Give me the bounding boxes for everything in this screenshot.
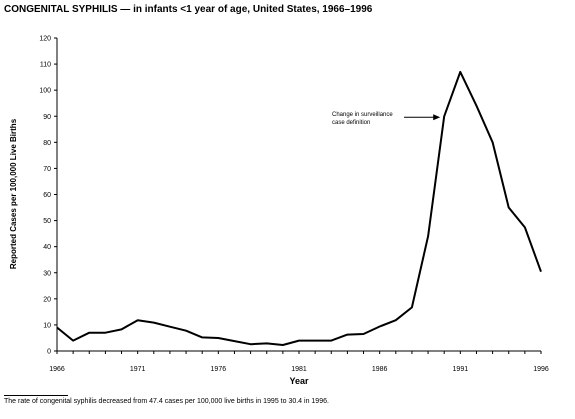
x-tick-label: 1976	[211, 366, 227, 373]
x-tick-label: 1986	[372, 366, 388, 373]
x-axis: 1966 1971 1976 1981 1986 1991 1996	[49, 350, 549, 373]
annotation-text: Change in surveillance	[332, 112, 393, 118]
y-tick-label: 30	[43, 270, 51, 277]
x-tick-label: 1966	[49, 366, 65, 373]
footnote: The rate of congenital syphilis decrease…	[4, 398, 329, 405]
y-tick-label: 10	[43, 322, 51, 329]
y-tick-label: 110	[40, 62, 51, 69]
y-tick-label: 90	[43, 114, 51, 121]
y-tick-label: 60	[43, 192, 51, 199]
chart-title: CONGENITAL SYPHILIS — in infants <1 year…	[4, 4, 373, 15]
y-tick-label: 0	[47, 349, 51, 356]
x-axis-label: Year	[289, 376, 309, 386]
y-tick-label: 50	[43, 218, 51, 225]
y-tick-label: 120	[39, 36, 51, 43]
annotation-layer: Change in surveillance case definition	[332, 112, 441, 126]
y-axis-label: Reported Cases per 100,000 Live Births	[9, 118, 18, 269]
annotation-arrow-head	[433, 114, 441, 121]
y-tick-label: 70	[43, 166, 51, 173]
y-tick-label: 80	[43, 140, 51, 147]
annotation-text: case definition	[332, 120, 370, 126]
series-line	[56, 70, 542, 346]
x-tick-label: 1981	[291, 366, 307, 373]
x-tick-label: 1971	[130, 366, 146, 373]
y-tick-label: 100	[39, 88, 51, 95]
y-axis: 0 10 20 30 40 50 60 70 80 90 100 110 120	[39, 36, 58, 356]
series-layer	[56, 70, 542, 346]
y-tick-label: 20	[43, 296, 51, 303]
x-tick-label: 1996	[533, 366, 549, 373]
x-tick-label: 1991	[453, 366, 469, 373]
footnote-divider	[4, 395, 68, 396]
y-tick-label: 40	[43, 244, 51, 251]
